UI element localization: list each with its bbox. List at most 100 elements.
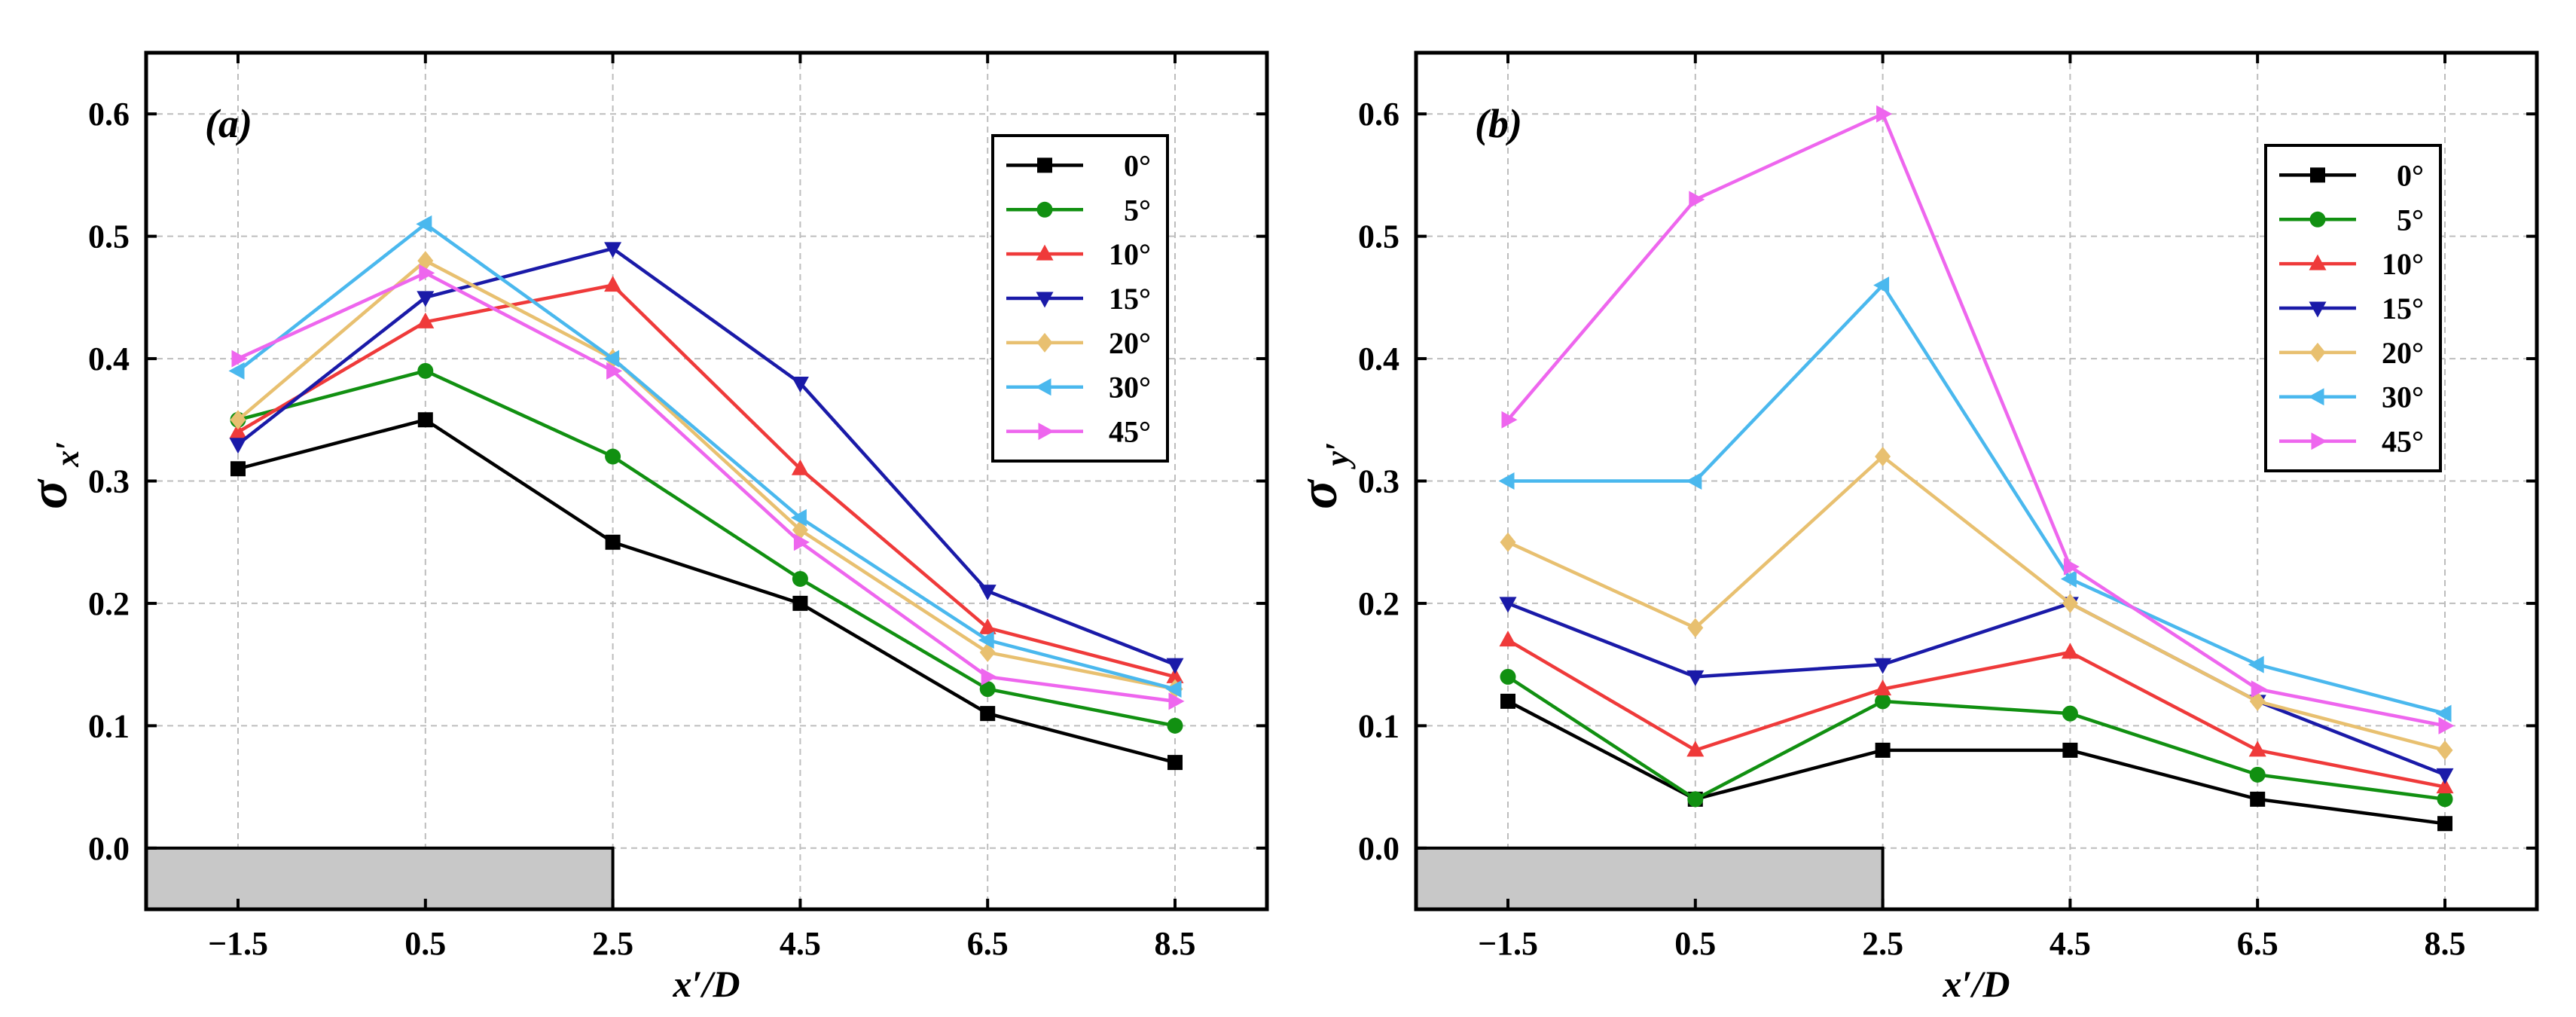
x-tick-label: 6.5: [2237, 925, 2278, 962]
x-tick-label: 4.5: [2050, 925, 2091, 962]
x-tick-label: 4.5: [780, 925, 821, 962]
data-point: [230, 461, 246, 477]
y-tick-label: 0.2: [88, 585, 130, 622]
data-point: [1499, 631, 1517, 647]
legend-label: 30°: [2382, 380, 2424, 414]
y-axis-title: σ y′: [1288, 442, 1356, 509]
legend-marker: [2309, 211, 2326, 228]
legend-marker: [2308, 388, 2324, 406]
data-point: [1165, 680, 1182, 698]
data-point: [229, 423, 247, 439]
data-point: [2437, 816, 2452, 832]
data-point: [1498, 472, 1515, 490]
data-point: [230, 410, 246, 430]
series-line: [1507, 601, 2446, 777]
legend-marker: [2309, 342, 2326, 362]
data-point: [417, 251, 434, 271]
panel-label: (b): [1475, 101, 1522, 146]
legend-label: 15°: [1109, 282, 1151, 316]
legend: 0° 5° 10° 15° 20° 30° 45°: [991, 134, 1169, 463]
data-point: [2062, 705, 2078, 722]
legend-marker: [1036, 244, 1054, 261]
legend-label: 30°: [1109, 371, 1151, 405]
data-point: [419, 264, 435, 282]
legend-marker: [2311, 432, 2327, 450]
data-point: [1875, 742, 1891, 758]
data-point: [1687, 618, 1704, 638]
legend-marker: [2309, 254, 2327, 270]
y-axis-title-subscript: x′: [49, 441, 86, 467]
data-point: [978, 631, 994, 649]
y-axis-title-symbol: σ: [18, 478, 78, 509]
y-tick-label: 0.1: [88, 707, 130, 744]
data-point: [2249, 691, 2266, 711]
legend-label: 0°: [1124, 148, 1151, 182]
data-point: [229, 438, 247, 454]
data-point: [1689, 191, 1705, 209]
data-point: [2061, 643, 2079, 659]
data-point: [793, 533, 810, 551]
data-point: [2062, 742, 2078, 758]
data-point: [1166, 667, 1184, 683]
data-point: [2063, 557, 2080, 576]
legend-marker: [1036, 201, 1053, 218]
data-point: [417, 412, 433, 428]
x-tick-label: 0.5: [404, 925, 446, 962]
data-point: [2249, 766, 2266, 783]
series-2: [1499, 631, 2454, 794]
data-point: [2436, 768, 2454, 784]
data-point: [605, 534, 621, 550]
data-point: [978, 585, 997, 601]
data-point: [1874, 658, 1892, 674]
legend-label: 5°: [2397, 203, 2424, 237]
panel-b: −1.5 0.5 2.5 4.5 6.5 8.5 0.0 0.1 0.2 0.3 0.4 0.5 0.6…: [1288, 50, 2539, 1005]
y-axis-title: σ x′: [18, 441, 86, 509]
data-point: [2060, 570, 2077, 588]
data-point: [2250, 791, 2266, 807]
series-3: [1499, 597, 2454, 784]
data-point: [603, 350, 620, 368]
legend-label: 20°: [2382, 336, 2424, 370]
data-point: [1167, 717, 1183, 734]
series-line: [1506, 111, 2446, 728]
series-4: [1500, 447, 2453, 760]
data-point: [1876, 105, 1893, 123]
data-point: [2062, 593, 2078, 613]
data-point: [2438, 716, 2455, 734]
legend-label: 10°: [1109, 237, 1151, 271]
legend-label: 0°: [2397, 158, 2424, 192]
x-axis-title: x′/D: [1942, 963, 2010, 1005]
data-point: [1167, 755, 1183, 771]
data-point: [2248, 741, 2266, 757]
data-point: [791, 377, 809, 393]
data-point: [1168, 692, 1185, 710]
series-0: [230, 412, 1183, 771]
series-3: [229, 242, 1184, 674]
legend: 0° 5° 10° 15° 20° 30° 45°: [2264, 144, 2442, 472]
y-tick-label: 0.5: [88, 218, 130, 255]
series-line: [237, 283, 1176, 679]
legend-marker: [1036, 332, 1053, 353]
data-point: [792, 595, 808, 611]
data-point: [1686, 472, 1702, 490]
data-point: [604, 276, 622, 292]
y-tick-label: 0.5: [1358, 218, 1399, 255]
series-line: [237, 270, 1176, 704]
data-point: [604, 242, 622, 258]
data-point: [2437, 740, 2453, 760]
legend-label: 10°: [2382, 247, 2424, 281]
legend-marker: [2309, 301, 2327, 318]
series-line: [1506, 699, 2446, 826]
y-axis-title-symbol: σ: [1288, 478, 1348, 509]
ticks: −1.5 0.5 2.5 4.5 6.5 8.5 0.0 0.1 0.2 0.3 0.4 0.5 0.6: [1358, 53, 2537, 962]
data-point: [979, 681, 996, 698]
data-point: [417, 362, 434, 379]
ticks: −1.5 0.5 2.5 4.5 6.5 8.5 0.0 0.1 0.2 0.3 0.4 0.5 0.6: [88, 53, 1267, 962]
y-tick-label: 0.2: [1358, 585, 1399, 622]
series-line: [237, 368, 1176, 728]
series-1: [1500, 668, 2453, 808]
x-tick-label: 6.5: [967, 925, 1009, 962]
data-point: [792, 570, 808, 587]
x-tick-label: 2.5: [1862, 925, 1903, 962]
